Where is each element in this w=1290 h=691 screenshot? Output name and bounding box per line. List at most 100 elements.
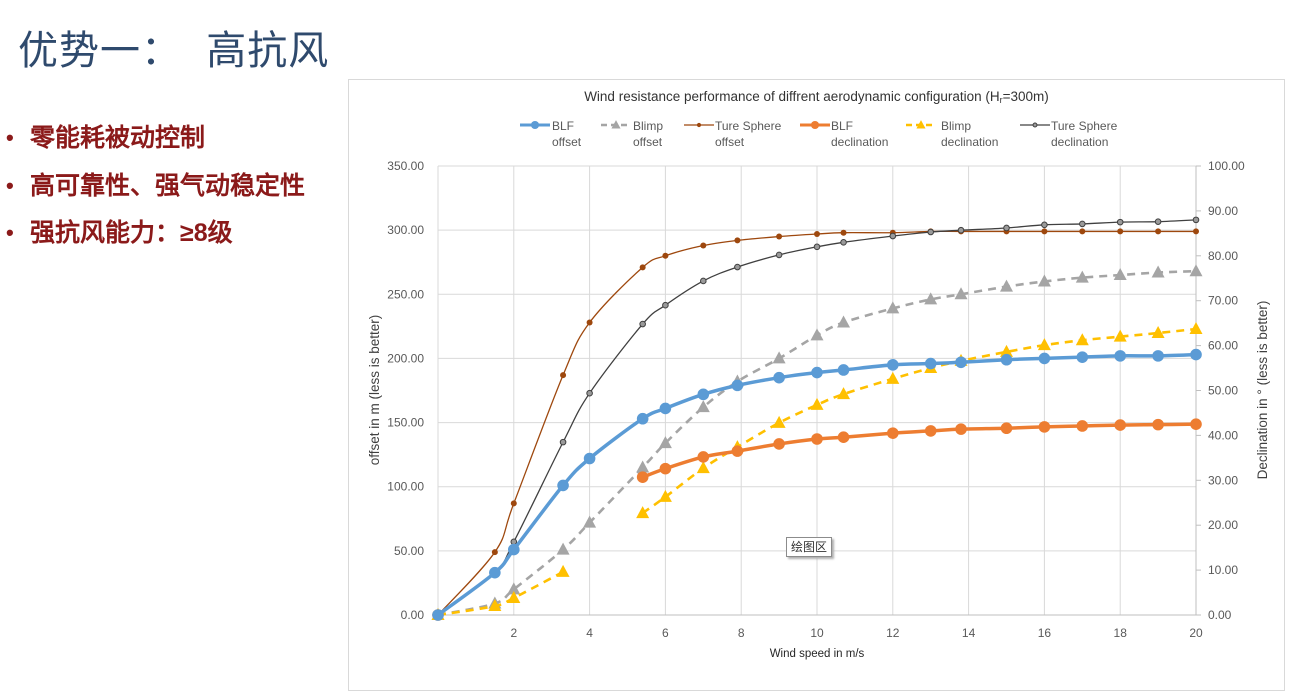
legend-label-line2: offset [715,135,745,149]
legend-marker-icon [1032,122,1038,128]
data-point-blimp-offset [924,292,938,305]
data-point-blimp-offset [810,328,824,341]
series-line-blimp-declination [437,570,564,617]
data-point-ture-sphere-declination [1079,220,1086,228]
y2-tick-label: 10.00 [1208,563,1238,577]
bullet-list: • 零能耗被动控制 • 高可靠性、强气动稳定性 • 强抗风能力：≥8级 [6,118,305,261]
series-ture-sphere-offset [435,228,1199,618]
data-point-ture-sphere-offset [814,230,820,237]
legend-marker-icon [810,120,820,130]
data-point-ture-sphere-declination [586,389,593,397]
data-point-blimp-declination [1075,333,1089,346]
axes [438,165,1201,616]
legend-label: BLF offset [552,118,581,150]
bullet-item: • 零能耗被动控制 [6,118,305,166]
legend-label-line2: declination [831,135,889,149]
legend-marker-ture-sphere-declination [1020,122,1050,128]
data-point-blimp-declination [1151,326,1165,339]
bullet-item: • 高可靠性、强气动稳定性 [6,166,305,214]
y2-tick-label: 60.00 [1208,339,1238,353]
x-tick-label: 10 [810,626,824,640]
y-tick-label: 150.00 [387,416,424,430]
legend-label: Ture Sphere declination [1051,118,1117,150]
data-point-blimp-offset [954,287,968,300]
data-point-blf-offset [489,566,501,579]
y-tick-label: 100.00 [387,480,424,494]
data-point-ture-sphere-declination [1116,218,1124,226]
data-point-ture-sphere-declination [957,226,965,234]
legend-label: Blimp offset [633,118,663,150]
data-point-ture-sphere-offset [1193,228,1199,235]
x-tick-label: 8 [738,626,745,640]
data-point-blf-declination [1114,419,1126,431]
legend-marker-icon [530,120,540,130]
plot-area-tooltip: 绘图区 [786,537,833,557]
data-point-ture-sphere-declination [813,243,821,251]
data-point-blf-offset [1114,350,1126,362]
data-point-ture-sphere-offset [1079,228,1086,235]
data-point-blf-offset [731,379,744,392]
legend-label: Ture Sphere offset [715,118,781,150]
legend-marker-blimp-declination [906,120,936,129]
data-point-ture-sphere-declination [559,438,567,446]
data-point-blf-declination [1000,422,1013,435]
legend-label-line1: Blimp [941,119,972,133]
legend-marker-icon [696,122,702,128]
legend-marker-icon [611,120,621,129]
data-point-blf-offset [1152,350,1164,362]
y2-tick-label: 0.00 [1208,608,1232,622]
axis-labels: 0.0050.00100.00150.00200.00250.00300.003… [367,159,1270,660]
data-point-blf-offset [1076,351,1089,363]
bullet-dot-icon: • [6,125,14,150]
data-point-ture-sphere-offset [700,242,707,249]
data-point-blf-offset [773,371,785,384]
chart-title-main: Wind resistance performance of diffrent … [584,89,1000,104]
legend-label-line2: offset [552,135,582,149]
data-point-blf-offset [697,388,710,401]
x-tick-label: 20 [1189,626,1203,640]
data-point-ture-sphere-declination [700,277,707,285]
data-point-blf-offset [636,412,649,425]
data-point-ture-sphere-declination [840,239,847,246]
data-point-blimp-declination [556,564,570,577]
data-point-ture-sphere-offset [1117,228,1124,235]
data-point-ture-sphere-offset [586,319,593,326]
data-point-blimp-declination [1037,338,1051,351]
data-point-ture-sphere-offset [491,549,498,556]
data-point-ture-sphere-offset [510,500,517,507]
y2-tick-label: 90.00 [1208,204,1238,218]
data-point-ture-sphere-declination [1003,224,1010,232]
data-point-ture-sphere-offset [1041,228,1048,235]
y-tick-label: 300.00 [387,223,424,237]
legend-marker-icon [916,120,926,129]
y2-tick-label: 30.00 [1208,473,1238,487]
data-point-blf-offset [659,402,672,415]
data-point-blimp-offset [1037,274,1051,287]
x-axis-title: Wind speed in m/s [770,648,865,660]
data-point-blf-offset [1000,353,1013,366]
data-point-ture-sphere-declination [927,228,935,236]
legend-label-line2: declination [1051,135,1109,149]
data-point-blimp-offset [1189,264,1203,277]
legend-marker-blimp-offset [601,120,631,129]
x-tick-label: 18 [1114,626,1128,640]
data-point-blimp-offset [1151,265,1165,278]
data-point-ture-sphere-offset [639,264,646,271]
data-point-blimp-declination [772,415,786,428]
plot-area[interactable]: 0.0050.00100.00150.00200.00250.00300.003… [0,0,1290,673]
data-point-blimp-offset [556,542,570,555]
chart-title-suffix: =300m) [1002,89,1049,104]
legend-label: Blimp declination [941,118,998,150]
data-point-ture-sphere-offset [776,233,783,240]
series-line-ture-sphere-offset [437,230,1197,616]
bullet-dot-icon: • [6,172,14,198]
data-point-blimp-declination [837,387,851,400]
x-tick-label: 14 [962,626,976,640]
data-point-blimp-declination [488,599,502,612]
y2-tick-label: 80.00 [1208,249,1238,263]
bullet-item: • 强抗风能力：≥8级 [6,213,305,261]
data-point-blimp-offset [1113,268,1127,281]
legend-label-line1: Ture Sphere [1051,119,1118,133]
data-point-blf-offset [508,543,520,556]
data-point-blimp-offset [583,515,597,528]
